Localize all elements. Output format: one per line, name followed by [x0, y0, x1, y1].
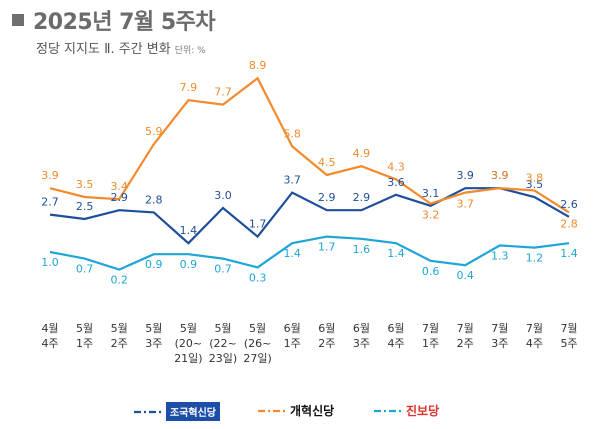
x-tick-label: 6월 1주: [284, 322, 301, 350]
data-label: 5.8: [283, 127, 301, 140]
data-label: 0.9: [180, 258, 198, 271]
legend-label-1: 조국혁신당: [166, 402, 220, 421]
data-label: 2.8: [560, 217, 578, 230]
x-tick-label: 5월 1주: [76, 322, 93, 350]
data-label: 3.9: [456, 169, 474, 182]
data-label: 2.8: [145, 193, 163, 206]
header: 2025년 7월 5주차: [12, 4, 216, 36]
page-title: 2025년 7월 5주차: [33, 10, 216, 35]
data-label: 3.0: [214, 189, 232, 202]
x-tick-label: 7월 1주: [422, 322, 439, 350]
unit-label: 단위: %: [174, 46, 206, 56]
data-label: 7.9: [180, 81, 198, 94]
x-tick-label: 5월 2주: [111, 322, 128, 350]
data-label: 2.7: [41, 196, 59, 209]
data-label: 1.3: [491, 249, 509, 262]
title-marker: [12, 14, 24, 26]
data-label: 1.7: [249, 218, 267, 231]
data-label: 0.9: [145, 258, 163, 271]
x-tick-label: 5월 (20~ 21일): [174, 322, 202, 365]
legend-label-3: 진보당: [406, 404, 440, 418]
data-label: 0.3: [249, 271, 267, 284]
data-label: 3.9: [41, 169, 59, 182]
x-tick-label: 7월 3주: [491, 322, 508, 350]
legend-line-1: [134, 410, 164, 413]
data-label: 3.7: [456, 198, 474, 211]
data-label: 4.5: [318, 156, 336, 169]
data-label: 7.7: [214, 86, 232, 99]
x-tick-label: 7월 4주: [526, 322, 543, 350]
data-label: 3.1: [422, 187, 440, 200]
data-label: 1.4: [283, 247, 301, 260]
data-label: 3.2: [422, 209, 440, 222]
data-label: 3.8: [526, 171, 544, 184]
x-tick-label: 5월 3주: [145, 322, 162, 350]
data-label: 2.6: [560, 198, 578, 211]
x-tick-label: 7월 5주: [560, 322, 577, 350]
x-tick-label: 6월 2주: [318, 322, 335, 350]
x-tick-label: 7월 2주: [457, 322, 474, 350]
data-label: 2.9: [353, 191, 371, 204]
data-label: 5.9: [145, 125, 163, 138]
data-label: 1.6: [353, 243, 371, 256]
chart-subtitle: 정당 지지도 Ⅱ. 주간 변화 단위: %: [36, 38, 206, 57]
data-label: 1.4: [180, 224, 198, 237]
data-label: 4.3: [387, 160, 405, 173]
series-line-2: [49, 76, 570, 214]
x-tick-label: 6월 4주: [387, 322, 404, 350]
legend-item-3: 진보당: [372, 402, 439, 419]
x-tick-label: 5월 (22~ 23일): [209, 322, 237, 365]
data-label: 0.6: [422, 265, 440, 278]
data-label: 1.4: [560, 247, 578, 260]
legend-item-2: 개혁신당: [256, 402, 334, 419]
x-tick-label: 4월 4주: [41, 322, 58, 350]
data-label: 3.4: [110, 180, 128, 193]
line-chart: 2.7 2.5 2.9 2.8 1.4 3.0 1.7 3.7 2.9 2.9 3.6 3.1 3.9 3…: [41, 59, 578, 365]
legend-line-3: [374, 409, 404, 412]
data-label: 2.9: [110, 191, 128, 204]
data-label: 3.5: [76, 178, 94, 191]
legend: 조국혁신당 개혁신당 진보당: [0, 402, 600, 426]
data-label: 0.7: [214, 263, 232, 276]
data-label: 3.9: [491, 169, 509, 182]
data-label: 1.0: [41, 256, 59, 269]
data-label: 4.9: [353, 147, 371, 160]
data-label: 3.6: [387, 176, 405, 189]
data-label: 2.9: [318, 191, 336, 204]
series-line-1: [49, 187, 570, 245]
data-label: 0.2: [110, 274, 128, 287]
data-label: 8.9: [249, 59, 267, 72]
data-label: 3.7: [283, 174, 301, 187]
data-label: 3.9: [491, 169, 509, 182]
x-tick-label: 6월 3주: [353, 322, 370, 350]
legend-item-1: 조국혁신당: [132, 402, 220, 421]
data-label: 0.7: [76, 263, 94, 276]
legend-line-2: [258, 409, 288, 412]
data-label: 1.2: [526, 252, 544, 265]
data-label: 0.4: [456, 269, 474, 282]
data-label: 2.5: [76, 200, 94, 213]
data-label: 1.7: [318, 241, 336, 254]
subtitle-text: 정당 지지도 Ⅱ. 주간 변화: [36, 42, 171, 57]
series-line-3: [49, 235, 570, 271]
data-label: 1.4: [387, 247, 405, 260]
data-label: 3.5: [526, 178, 544, 191]
x-tick-label: 5월 (26~ 27일): [243, 322, 271, 365]
legend-label-2: 개혁신당: [290, 404, 335, 418]
